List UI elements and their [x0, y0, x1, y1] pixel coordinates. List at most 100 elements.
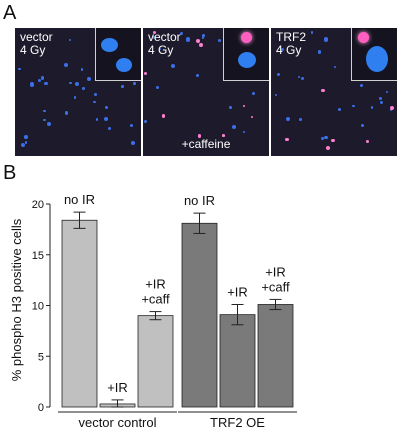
nucleus-dot	[93, 93, 98, 97]
nucleus-dot	[310, 31, 313, 34]
bar	[257, 304, 294, 408]
nucleus-dot	[389, 105, 394, 110]
nucleus-dot	[186, 37, 191, 42]
micrograph-trf2-4gy: TRF2 4 Gy	[271, 28, 397, 156]
nucleus-mitotic-blob	[358, 32, 369, 43]
nucleus-dot	[195, 38, 201, 44]
nucleus-dot	[44, 82, 48, 86]
bar	[219, 314, 256, 408]
nucleus-dot	[321, 137, 325, 141]
nucleus-dot	[87, 77, 92, 81]
nucleus-dot	[133, 82, 136, 85]
nucleus-dot	[64, 111, 69, 115]
y-tick-label: 0	[38, 402, 44, 414]
nucleus-dot	[330, 138, 335, 143]
nucleus-dot	[222, 134, 225, 137]
nucleus-dot	[37, 79, 42, 83]
nucleus-dot	[21, 142, 26, 147]
nucleus-dot	[82, 87, 85, 90]
nucleus-dot	[379, 101, 383, 105]
nucleus-dot	[47, 121, 52, 126]
nucleus-dot	[144, 120, 148, 124]
nucleus-dot	[24, 135, 28, 139]
nucleus-dot	[285, 137, 290, 142]
group-label: vector control	[78, 415, 156, 429]
nucleus-dot	[301, 77, 305, 81]
y-axis-label: % phospho H3 positive cells	[9, 218, 24, 381]
bar	[181, 222, 218, 408]
nucleus-dot	[107, 126, 111, 130]
bar	[61, 219, 98, 408]
bar-label: +IR +caff	[141, 277, 170, 307]
nucleus-blob	[116, 58, 132, 72]
nucleus-dot	[179, 31, 183, 36]
nucleus-dot	[17, 67, 21, 71]
nucleus-dot	[40, 76, 45, 80]
panel-b-letter: B	[3, 162, 17, 184]
nucleus-dot	[131, 141, 136, 146]
nucleus-dot	[161, 114, 166, 118]
nucleus-dot	[152, 36, 156, 39]
y-tick-label: 15	[32, 250, 44, 262]
nucleus-dot	[95, 118, 98, 121]
bar-label: +IR	[107, 380, 128, 395]
nucleus-dot	[286, 116, 291, 121]
nucleus-dot	[324, 135, 329, 140]
nucleus-dot	[74, 81, 79, 86]
y-tick-label: 20	[32, 199, 44, 211]
nucleus-dot	[143, 71, 148, 76]
micrograph-inset	[351, 28, 397, 81]
nucleus-dot	[250, 116, 253, 119]
nucleus-dot	[277, 73, 281, 77]
nucleus-dot	[337, 107, 341, 111]
nucleus-dot	[152, 30, 157, 34]
nucleus-dot	[93, 100, 96, 104]
group-label: TRF2 OE	[210, 415, 265, 429]
micrograph-vector-4gy-caffeine: vector 4 Gy +caffeine	[143, 28, 269, 156]
nucleus-dot	[297, 75, 300, 78]
nucleus-dot	[197, 134, 202, 138]
nucleus-dot	[170, 64, 175, 69]
nucleus-dot	[231, 125, 236, 130]
nucleus-dot	[104, 106, 109, 110]
nucleus-dot	[365, 139, 369, 143]
nucleus-dot	[334, 66, 337, 69]
micrograph-inset	[223, 28, 269, 81]
nucleus-dot	[202, 34, 205, 37]
nucleus-dot	[64, 62, 69, 67]
bar-label: +IR +caff	[261, 264, 290, 294]
nucleus-dot	[24, 141, 28, 144]
micrograph-label: TRF2 4 Gy	[276, 30, 306, 57]
nucleus-dot	[317, 50, 322, 54]
nucleus-dot	[323, 37, 329, 42]
y-tick-label: 10	[32, 301, 44, 313]
bar-label: no IR	[64, 192, 95, 207]
nucleus-dot	[242, 104, 245, 107]
nucleus-dot	[251, 92, 255, 96]
y-tick-label: 5	[38, 351, 44, 363]
nucleus-dot	[217, 38, 221, 42]
nucleus-dot	[386, 90, 389, 93]
nucleus-dot	[360, 83, 364, 88]
nucleus-blob	[366, 46, 388, 72]
nucleus-dot	[242, 130, 246, 134]
nucleus-dot	[43, 110, 46, 113]
bar-label: +IR	[227, 284, 248, 299]
micrograph-condition: +caffeine	[181, 137, 231, 151]
nucleus-blob	[238, 52, 256, 68]
nucleus-dot	[199, 43, 204, 48]
nucleus-dot	[43, 118, 46, 121]
nucleus-dot	[274, 93, 278, 97]
nucleus-mitotic-blob	[241, 32, 252, 43]
nucleus-dot	[370, 105, 374, 109]
bar-label: no IR	[184, 193, 215, 208]
panel-a-letter: A	[3, 2, 17, 24]
nucleus-dot	[103, 116, 108, 121]
nucleus-dot	[379, 96, 382, 100]
nucleus-dot	[195, 74, 199, 78]
nucleus-dot	[156, 86, 160, 90]
nucleus-dot	[29, 82, 34, 87]
micrograph-label: vector 4 Gy	[148, 30, 181, 57]
nucleus-dot	[229, 106, 232, 109]
